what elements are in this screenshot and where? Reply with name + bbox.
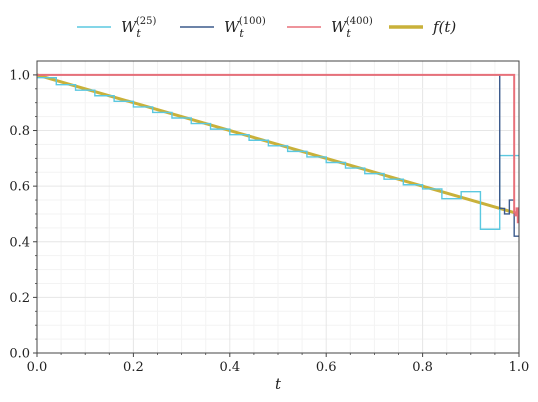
x-tick-label: 1.0 [509, 360, 530, 375]
y-tick-label: 0.2 [9, 291, 30, 306]
x-tick-label: 0.4 [219, 360, 240, 375]
y-tick-label: 0.4 [9, 235, 30, 250]
series-layer [36, 73, 520, 237]
x-tick-label: 0.2 [123, 360, 144, 375]
legend-label-1: Wt(100) [224, 16, 266, 40]
y-tick-label: 0.0 [9, 347, 30, 362]
y-tick-label: 1.0 [9, 68, 30, 83]
series-line-w-t-25- [37, 76, 519, 230]
legend: Wt(25) Wt(100) Wt(400) f(t) [77, 16, 456, 40]
series-line-f-t- [36, 73, 520, 216]
legend-label-3: f(t) [432, 18, 456, 36]
x-tick-label: 0.8 [412, 360, 433, 375]
axes: 0.00.0 0.2 0.2 0.4 0.4 0.6 0.6 0.8 0.8 1.0 1.0 [9, 60, 530, 375]
legend-label-0: Wt(25) [121, 16, 156, 40]
y-tick-label: 0.8 [9, 124, 30, 139]
legend-label-2: Wt(400) [331, 16, 373, 40]
x-tick-label: 0.0 [27, 360, 48, 375]
grid [36, 61, 520, 354]
x-tick-label: 0.6 [316, 360, 337, 375]
series-line-w-t-400- [37, 73, 519, 224]
y-tick-label: 0.6 [9, 180, 30, 195]
series-line-w-t-100- [37, 74, 519, 237]
x-axis-label: t [275, 375, 282, 393]
